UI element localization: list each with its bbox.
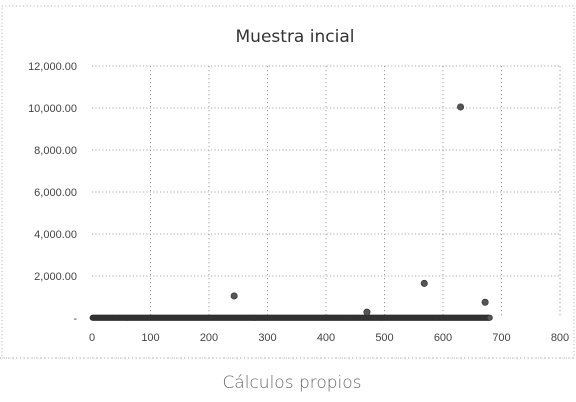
chart-title: Muestra incial xyxy=(236,27,355,47)
x-tick-label: 300 xyxy=(258,332,276,344)
y-tick-label: 6,000.00 xyxy=(34,187,77,199)
outlier-point xyxy=(457,103,465,111)
outlier-point xyxy=(230,292,238,300)
x-axis-ticks: 0 100 200 300 400 500 600 700 800 xyxy=(89,332,569,344)
x-tick-label: 800 xyxy=(551,332,569,344)
data-points xyxy=(89,103,493,321)
y-tick-label: 10,000.00 xyxy=(28,103,77,115)
x-tick-label: 700 xyxy=(492,332,510,344)
y-tick-label: 12,000.00 xyxy=(28,61,77,73)
outlier-point xyxy=(481,298,489,306)
x-tick-label: 100 xyxy=(141,332,159,344)
outlier-point xyxy=(420,279,428,287)
x-tick-label: 400 xyxy=(317,332,335,344)
y-tick-label: 4,000.00 xyxy=(34,229,77,241)
outlier-point xyxy=(363,308,371,316)
source-caption: Cálculos propios xyxy=(222,373,361,393)
y-axis-ticks: - 2,000.00 4,000.00 6,000.00 8,000.00 10,000.… xyxy=(28,61,77,325)
data-point xyxy=(486,314,493,321)
x-tick-label: 500 xyxy=(375,332,393,344)
y-tick-label: 8,000.00 xyxy=(34,145,77,157)
y-tick-label: 2,000.00 xyxy=(34,271,77,283)
x-tick-label: 0 xyxy=(89,332,95,344)
y-tick-label: - xyxy=(73,313,77,325)
x-tick-label: 200 xyxy=(200,332,218,344)
chart-frame xyxy=(1,5,575,359)
gridlines xyxy=(92,65,561,318)
x-tick-label: 600 xyxy=(434,332,452,344)
